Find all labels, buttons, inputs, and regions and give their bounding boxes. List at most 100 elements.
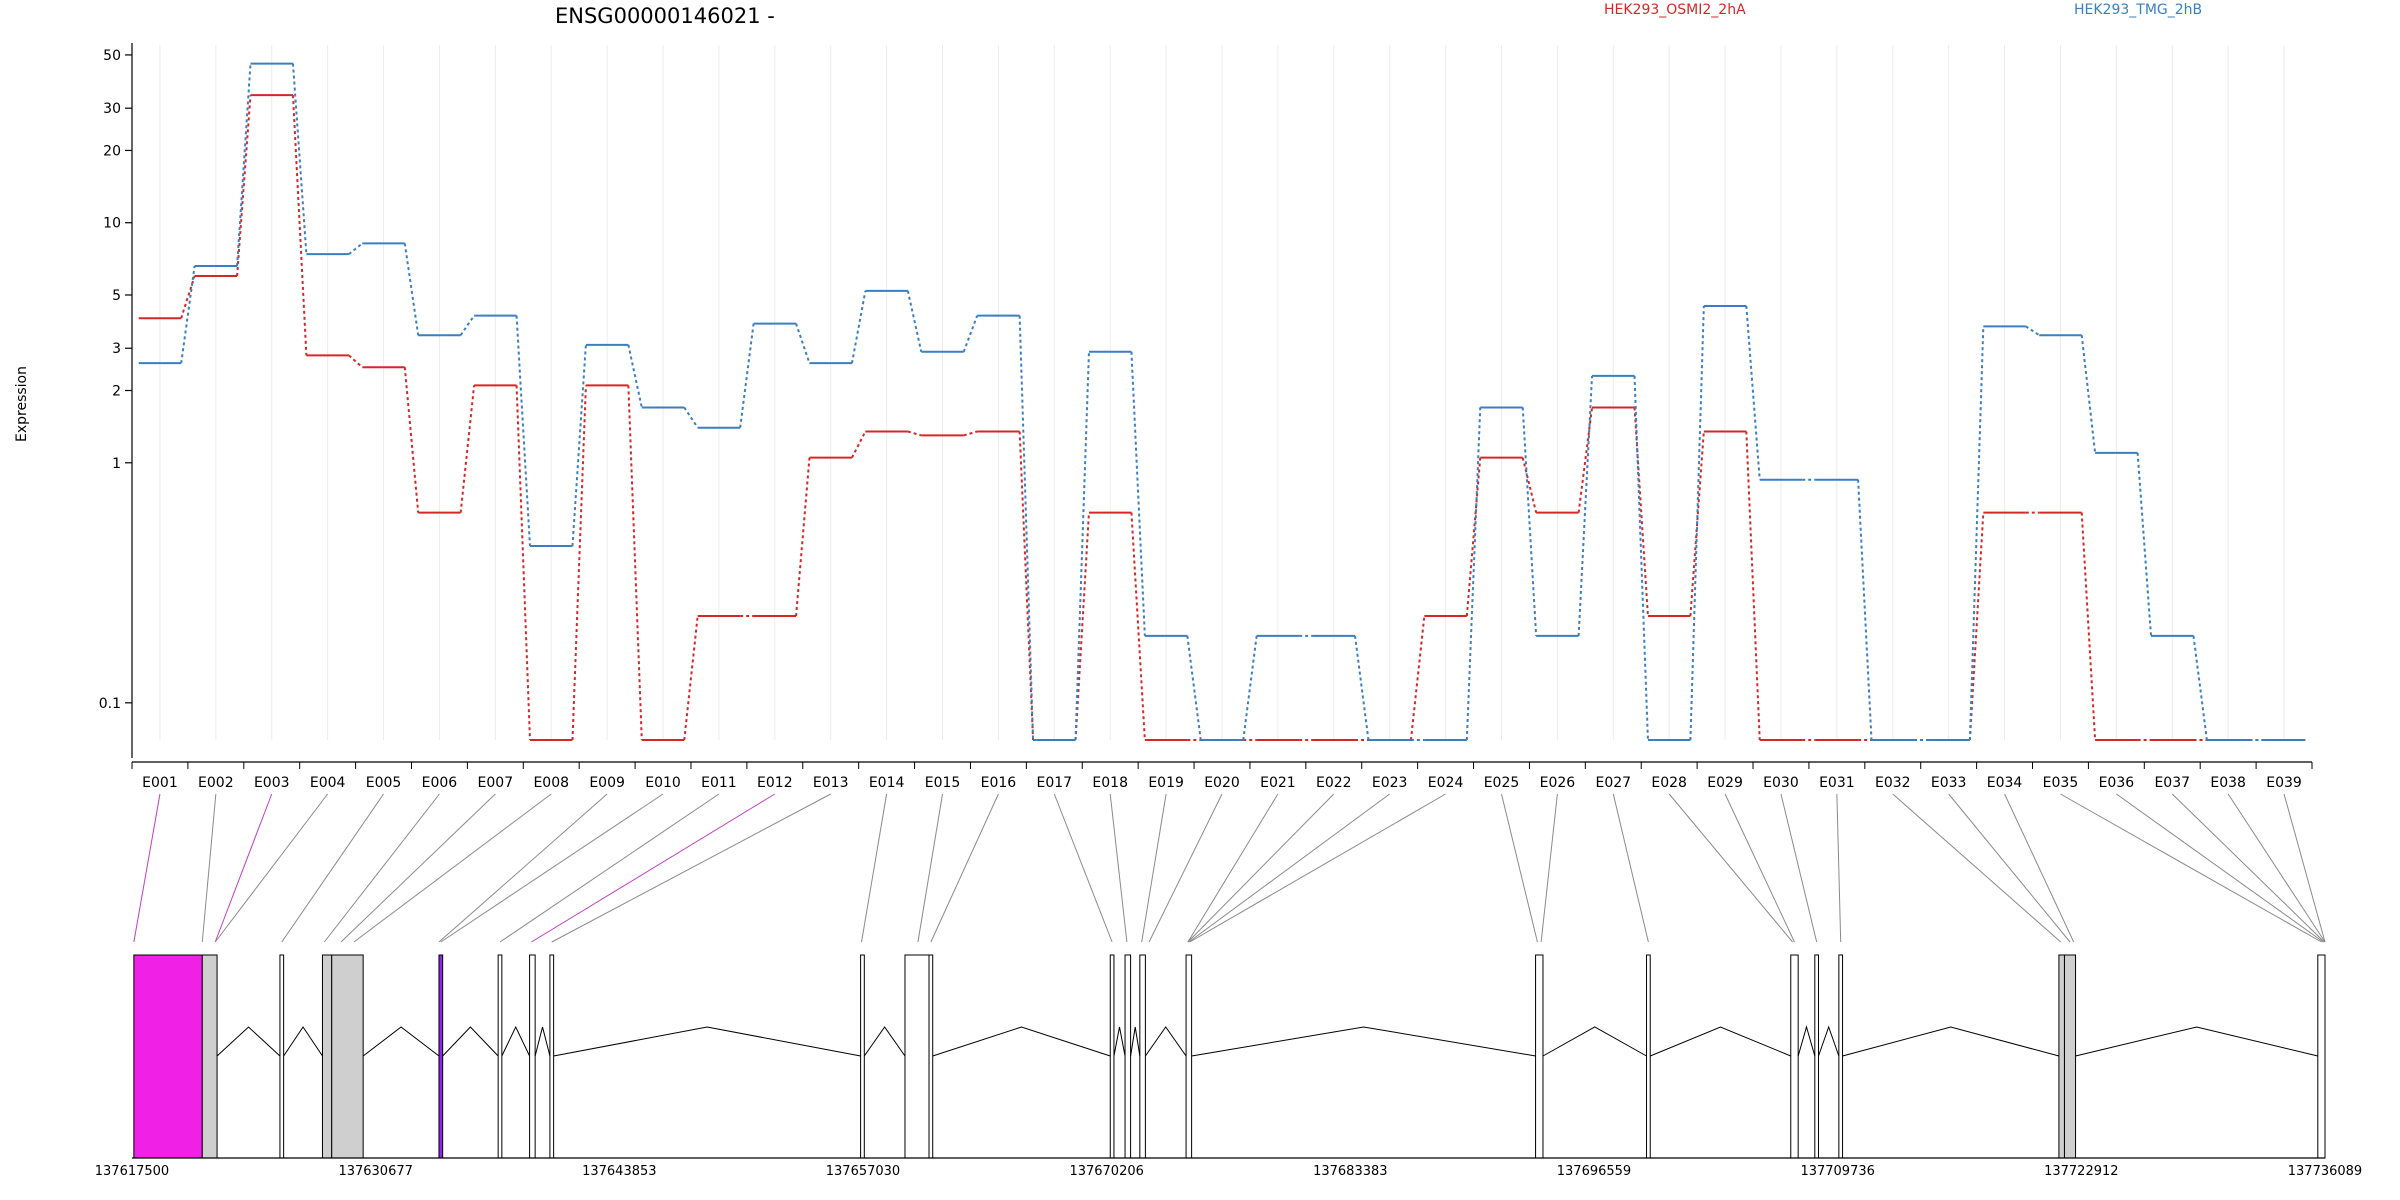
chart-title: ENSG00000146021 - [555,4,775,28]
connector-E028 [1668,793,1794,943]
exon-block-24 [2317,954,2326,1159]
intron-5 [362,1026,440,1057]
series-1-step [795,323,811,364]
connector-E039 [2283,793,2326,943]
exon-connectors [133,793,2326,943]
genomic-tick-label: 137736089 [2288,1164,2362,1179]
connector-E001 [133,793,161,943]
series-0-step [683,615,699,741]
series-1-step [2192,635,2208,741]
genomic-tick-label: 137657030 [826,1164,900,1179]
series-0-step [459,385,476,513]
exon-block-9 [549,954,555,1159]
series-0-step [627,385,643,741]
connector-E020 [1148,793,1223,943]
connector-E035 [2060,793,2322,943]
series-0-step [851,431,867,459]
series-1-step [459,315,475,336]
series-0-step [1521,457,1538,513]
series-0-step [907,430,922,437]
intron-13 [1113,1026,1126,1057]
exon-block-5 [331,954,364,1159]
exon-label-E010: E010 [645,775,681,791]
exon-block-13 [1109,954,1115,1159]
intron-8 [534,1026,551,1057]
exon-label-E015: E015 [925,775,961,791]
exon-label-E032: E032 [1875,775,1911,791]
genomic-tick-label: 137617500 [95,1164,169,1179]
y-tick-label: 0.1 [99,696,121,712]
series-0-step [515,385,531,741]
exon-label-E026: E026 [1540,775,1576,791]
series-1-step [2080,335,2097,453]
exon-label-E004: E004 [310,775,346,791]
series-0-step [795,457,811,617]
series-0-step [236,95,252,277]
genomic-tick-label: 137722912 [2044,1164,2118,1179]
intron-14 [1130,1026,1141,1057]
y-tick-label: 10 [103,216,121,232]
exon-block-10 [860,954,865,1159]
connector-E019 [1141,793,1167,943]
exon-label-E012: E012 [757,775,793,791]
y-tick-label: 3 [112,341,121,357]
connector-E011 [499,793,720,943]
exon-label-E028: E028 [1651,775,1687,791]
intron-16 [1191,1026,1536,1057]
exon-label-E030: E030 [1763,775,1799,791]
exon-block-16 [1185,954,1193,1159]
connector-E037 [2171,793,2325,943]
y-axis-label: Expression [14,366,30,442]
series-1-step [1130,351,1146,636]
connector-E036 [2116,793,2324,943]
intron-3 [283,1026,323,1057]
gridlines [159,45,2285,740]
exon-label-E019: E019 [1148,775,1184,791]
connector-E038 [2227,793,2326,943]
exon-label-E021: E021 [1260,775,1296,791]
series-1-step [1018,315,1035,741]
exon-block-15 [1139,954,1146,1159]
series-0-step [1465,457,1482,617]
series-0-step [1968,512,1985,741]
series-0-step [1745,431,1761,741]
genomic-tick-label: 137696559 [1557,1164,1631,1179]
connector-E026 [1540,793,1558,943]
series-1-step [1689,305,1705,741]
connector-E016 [930,793,999,943]
exon-label-E005: E005 [366,775,402,791]
connector-E024 [1189,793,1446,943]
series-1-step [1577,375,1594,636]
exon-label-E009: E009 [589,775,625,791]
exon-label-E001: E001 [142,775,178,791]
connector-E003 [214,793,273,943]
series-1-step [1186,635,1202,741]
series-1-step [403,243,420,336]
connector-E029 [1724,793,1795,943]
intron-10 [863,1026,906,1057]
series-1-step [962,315,979,353]
connector-E025 [1501,793,1538,943]
legend-series-osmi2: HEK293_OSMI2_2hA [1604,2,1746,18]
connector-E012 [531,793,776,943]
y-tick-label: 50 [103,48,121,64]
exon-label-E017: E017 [1037,775,1073,791]
exon-block-7 [497,954,503,1159]
connector-E014 [861,793,888,943]
exon-label-E022: E022 [1316,775,1352,791]
connector-E021 [1187,793,1279,943]
series-1-step [236,63,252,267]
series-0-step [291,95,308,356]
exon-label-E024: E024 [1428,775,1464,791]
exon-block-17 [1535,954,1544,1159]
connector-E023 [1188,793,1390,943]
exon-block-11 [904,954,930,1159]
series-1-step [2136,452,2153,636]
exon-block-20 [1814,954,1820,1159]
connector-E033 [1948,793,2071,943]
connector-E007 [340,793,496,943]
exon-label-E035: E035 [2043,775,2079,791]
exon-block-23 [2063,954,2077,1159]
exon-label-E002: E002 [198,775,234,791]
